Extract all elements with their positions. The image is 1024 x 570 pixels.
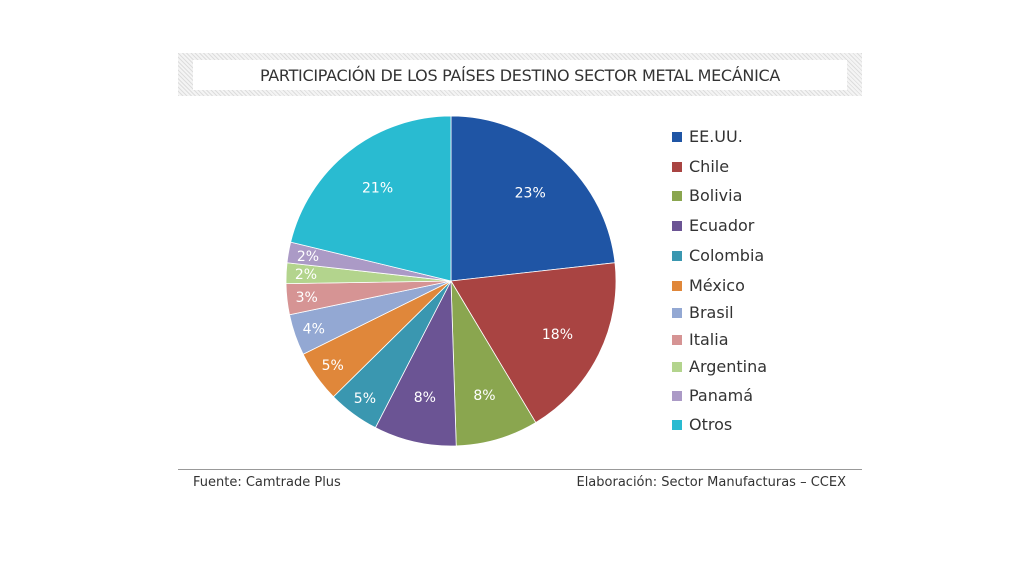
data-label-5: 5% — [322, 358, 344, 374]
data-label-1: 18% — [542, 327, 573, 343]
legend-swatch — [672, 190, 682, 201]
pie-slice-10 — [290, 115, 452, 282]
legend-item: Brasil — [672, 303, 734, 322]
data-label-2: 8% — [473, 388, 495, 404]
data-label-8: 2% — [295, 267, 317, 283]
legend-swatch — [672, 419, 682, 430]
pie-slice-1 — [450, 262, 617, 424]
legend-swatch — [672, 250, 682, 261]
legend-swatch — [672, 307, 682, 318]
legend-item: Ecuador — [672, 216, 754, 235]
legend-label: Bolivia — [689, 186, 743, 205]
legend-swatch — [672, 390, 682, 401]
chart-title: PARTICIPACIÓN DE LOS PAÍSES DESTINO SECT… — [193, 60, 847, 90]
legend-label: Italia — [689, 330, 729, 349]
legend-item: Italia — [672, 330, 729, 349]
data-label-10: 21% — [362, 181, 393, 197]
footer-divider — [178, 469, 862, 470]
data-label-6: 4% — [303, 321, 325, 337]
legend-swatch — [672, 280, 682, 291]
legend-item: Argentina — [672, 357, 767, 376]
legend-label: Colombia — [689, 246, 765, 265]
legend-label: Argentina — [689, 357, 768, 376]
source-note: Fuente: Camtrade Plus — [193, 475, 341, 490]
legend-label: Chile — [689, 157, 730, 176]
data-label-3: 8% — [414, 390, 436, 406]
data-label-9: 2% — [297, 249, 319, 265]
title-box: PARTICIPACIÓN DE LOS PAÍSES DESTINO SECT… — [178, 53, 862, 96]
credit-note: Elaboración: Sector Manufacturas – CCEX — [576, 475, 846, 490]
legend-label: Brasil — [689, 303, 734, 322]
pie-slice-0 — [450, 115, 616, 282]
legend-label: México — [689, 276, 745, 295]
legend-swatch — [672, 161, 682, 172]
legend-label: Panamá — [689, 386, 754, 405]
legend-item: Panamá — [672, 386, 753, 405]
legend-label: Otros — [689, 415, 733, 434]
legend-item: Chile — [672, 157, 729, 176]
legend-swatch — [672, 220, 682, 231]
legend-swatch — [672, 334, 682, 345]
data-label-4: 5% — [354, 391, 376, 407]
legend-item: EE.UU. — [672, 127, 743, 146]
legend-label: Ecuador — [689, 216, 755, 235]
legend-swatch — [672, 361, 682, 372]
legend-swatch — [672, 131, 682, 142]
legend-item: Otros — [672, 415, 732, 434]
data-label-7: 3% — [296, 290, 318, 306]
legend-label: EE.UU. — [689, 127, 743, 146]
legend-item: México — [672, 276, 745, 295]
legend-item: Colombia — [672, 246, 764, 265]
legend-item: Bolivia — [672, 186, 742, 205]
data-label-0: 23% — [515, 185, 546, 201]
